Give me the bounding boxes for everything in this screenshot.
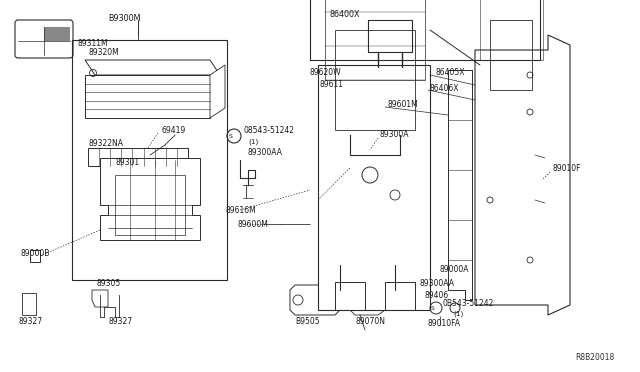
Text: 08543-51242: 08543-51242	[243, 125, 294, 135]
Polygon shape	[210, 65, 225, 118]
Bar	[368, 20, 412, 52]
Text: 89406: 89406	[425, 291, 449, 299]
Text: B9300M: B9300M	[108, 13, 141, 22]
Text: 89070N: 89070N	[356, 317, 386, 327]
Polygon shape	[475, 35, 570, 315]
Bar	[480, 0, 543, 60]
Text: 89601M: 89601M	[388, 99, 419, 109]
Bar	[44, 27, 70, 41]
Text: 89000A: 89000A	[440, 266, 470, 275]
Text: 89000B: 89000B	[20, 250, 49, 259]
Bar	[335, 282, 365, 310]
Text: 89301: 89301	[115, 157, 139, 167]
Text: R8B20018: R8B20018	[576, 353, 615, 362]
Text: 69419: 69419	[162, 125, 186, 135]
Text: S: S	[229, 134, 233, 138]
Text: (1): (1)	[453, 311, 463, 317]
Polygon shape	[85, 60, 220, 75]
Bar	[88, 148, 188, 166]
Text: (1): (1)	[248, 139, 259, 145]
Text: 89327: 89327	[18, 317, 42, 327]
Bar	[490, 20, 532, 90]
Polygon shape	[100, 158, 200, 240]
Text: 86405X: 86405X	[436, 67, 465, 77]
Text: 86400X: 86400X	[330, 10, 360, 19]
Polygon shape	[350, 293, 385, 315]
Text: 89311M: 89311M	[77, 38, 108, 48]
Bar	[325, 0, 425, 80]
Text: 89616M: 89616M	[226, 205, 257, 215]
Text: 89320M: 89320M	[88, 48, 119, 57]
Polygon shape	[92, 290, 108, 307]
Text: B9505: B9505	[295, 317, 319, 327]
Text: 89322NA: 89322NA	[88, 138, 123, 148]
Polygon shape	[290, 285, 340, 315]
Text: 89300AA: 89300AA	[248, 148, 283, 157]
Text: 89010FA: 89010FA	[428, 318, 461, 327]
Text: 89600M: 89600M	[238, 219, 269, 228]
Polygon shape	[85, 75, 210, 118]
Text: 89327: 89327	[108, 317, 132, 327]
Bar	[310, 0, 540, 60]
Text: 89620W: 89620W	[310, 67, 342, 77]
Text: 89010F: 89010F	[553, 164, 582, 173]
Bar	[30, 250, 40, 262]
Bar	[385, 282, 415, 310]
Text: 89300AA: 89300AA	[420, 279, 455, 289]
Polygon shape	[318, 65, 430, 310]
Text: 89305: 89305	[96, 279, 120, 288]
Bar	[72, 40, 227, 280]
Bar	[22, 293, 36, 315]
Text: 86406X: 86406X	[430, 83, 460, 93]
Text: 0B543-51242: 0B543-51242	[443, 298, 494, 308]
Text: 89611: 89611	[320, 80, 344, 89]
Text: S: S	[431, 305, 435, 311]
Bar	[335, 30, 415, 130]
Text: 89300A: 89300A	[380, 129, 410, 138]
Polygon shape	[448, 70, 472, 300]
Bar	[115, 175, 185, 235]
